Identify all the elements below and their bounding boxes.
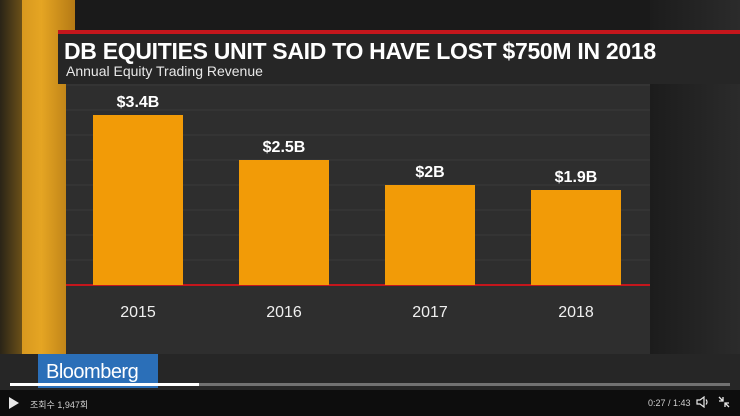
value-label-2017: $2B — [415, 164, 444, 181]
x-tick-label-2016: 2016 — [266, 304, 302, 321]
x-tick-labels: 2015 2016 2017 2018 — [120, 304, 594, 321]
volume-icon[interactable] — [696, 396, 710, 408]
bar-2017 — [385, 185, 475, 285]
bloomberg-logo-text: Bloomberg — [46, 361, 139, 383]
view-count: 조회수 1,947회 — [30, 400, 89, 410]
bar-chart: $3.4B $2.5B $2B $1.9B 2015 2016 2017 2018 — [66, 84, 650, 321]
chart-subtitle: Annual Equity Trading Revenue — [66, 63, 263, 79]
progress-bar[interactable] — [10, 383, 730, 386]
chart-title: DB EQUITIES UNIT SAID TO HAVE LOST $750M… — [64, 38, 656, 64]
value-label-2016: $2.5B — [263, 139, 306, 156]
bar-2015 — [93, 115, 183, 285]
value-label-2015: $3.4B — [117, 94, 160, 111]
x-tick-label-2015: 2015 — [120, 304, 156, 321]
video-player-bar — [0, 390, 740, 416]
background-left-shadow — [0, 0, 22, 390]
bar-2016 — [239, 160, 329, 285]
title-band — [58, 34, 740, 84]
x-tick-label-2018: 2018 — [558, 304, 594, 321]
bar-2018 — [531, 190, 621, 285]
time-display: 0:27 / 1:43 — [648, 398, 691, 408]
x-tick-label-2017: 2017 — [412, 304, 448, 321]
exit-fullscreen-icon[interactable] — [718, 396, 730, 408]
progress-fill — [10, 383, 199, 386]
bars — [93, 115, 621, 285]
bloomberg-logo — [38, 354, 158, 388]
value-labels: $3.4B $2.5B $2B $1.9B — [117, 94, 598, 186]
play-icon[interactable] — [9, 397, 19, 409]
title-accent-bar — [58, 30, 740, 34]
value-label-2018: $1.9B — [555, 169, 598, 186]
